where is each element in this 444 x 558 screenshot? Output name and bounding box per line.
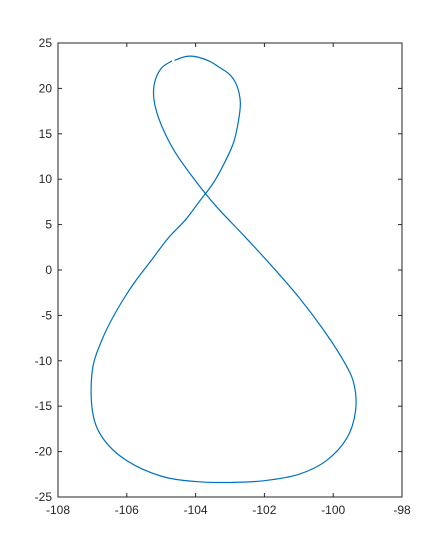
x-tick-label: -100 (321, 503, 345, 517)
curve-layer (90, 55, 357, 484)
x-tick-label: -98 (393, 503, 411, 517)
y-tick-label: -20 (35, 445, 53, 459)
y-tick-label: 25 (39, 36, 53, 50)
x-tick-label: -106 (115, 503, 139, 517)
y-tick-label: -5 (41, 308, 52, 322)
axes-layer: -108 -106 -104 -102 -100 -98 -25 -20 -15 -10 -5 0 5 1… (35, 36, 411, 517)
y-tick-label: 10 (39, 172, 53, 186)
y-tick-label: 5 (45, 218, 52, 232)
x-tick-label: -108 (46, 503, 70, 517)
y-tick-label: -15 (35, 399, 53, 413)
y-tick-label: 0 (45, 263, 52, 277)
x-tick-label: -102 (252, 503, 276, 517)
y-tick-label: 15 (39, 127, 53, 141)
y-tick-label: -10 (35, 354, 53, 368)
y-tick-label: -25 (35, 490, 53, 504)
y-tick-label: 20 (39, 81, 53, 95)
x-tick-label: -104 (184, 503, 208, 517)
series-line-0 (90, 55, 357, 484)
